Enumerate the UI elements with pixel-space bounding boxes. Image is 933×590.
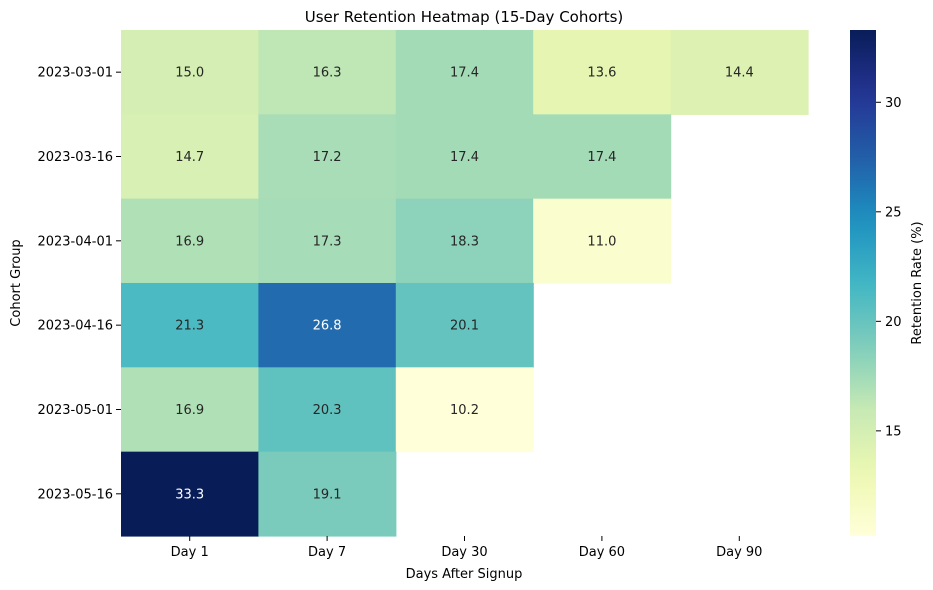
colorbar-tick-label: 25	[885, 205, 902, 220]
y-tick-label: 2023-04-01	[37, 234, 113, 249]
heatmap-cell	[258, 30, 397, 115]
heatmap-cell	[121, 198, 259, 284]
heatmap-cell	[121, 282, 259, 368]
cell-value-label: 14.7	[175, 150, 204, 165]
cell-value-label: 10.2	[450, 403, 479, 418]
cell-value-label: 11.0	[587, 234, 616, 249]
heatmap-cell	[121, 367, 259, 453]
cell-value-label: 26.8	[313, 319, 342, 334]
heatmap-cell	[121, 114, 259, 200]
cell-value-label: 14.4	[725, 66, 754, 81]
cell-annotations: 15.0 16.3 17.4 13.6 14.4 14.7 17.2 17.4 17.4 16.9…	[175, 66, 754, 503]
x-tick-label: Day 60	[579, 545, 625, 560]
heatmap-cell	[670, 30, 809, 115]
x-tick-label: Day 1	[171, 545, 209, 560]
cell-value-label: 17.3	[313, 234, 342, 249]
heatmap-cell	[258, 451, 397, 537]
heatmap-cell	[395, 282, 534, 368]
heatmap-cell	[258, 198, 397, 284]
y-tick-label: 2023-05-01	[37, 403, 113, 418]
colorbar: 15 20 25 30	[850, 30, 902, 536]
colorbar-tick-label: 15	[885, 424, 902, 439]
heatmap-cell	[533, 198, 672, 284]
x-axis-label: Days After Signup	[406, 567, 523, 582]
y-tick-label: 2023-03-16	[37, 150, 113, 165]
cell-value-label: 17.2	[313, 150, 342, 165]
cell-value-label: 15.0	[175, 66, 204, 81]
y-axis: 2023-03-01 2023-03-16 2023-04-01 2023-04-16…	[37, 66, 121, 502]
heatmap-cell	[395, 198, 534, 284]
heatmap-cell	[395, 114, 534, 200]
x-tick-label: Day 7	[308, 545, 346, 560]
x-axis: Day 1 Day 7 Day 30 Day 60 Day 90	[171, 535, 762, 560]
x-tick-label: Day 90	[716, 545, 762, 560]
cell-value-label: 17.4	[450, 66, 479, 81]
cell-value-label: 18.3	[450, 234, 479, 249]
heatmap-cell	[258, 282, 397, 368]
colorbar-gradient	[850, 30, 876, 536]
y-tick-label: 2023-04-16	[37, 319, 113, 334]
cell-value-label: 17.4	[450, 150, 479, 165]
y-tick-label: 2023-05-16	[37, 487, 113, 502]
cell-value-label: 21.3	[175, 319, 204, 334]
cell-value-label: 13.6	[587, 66, 616, 81]
colorbar-tick-label: 30	[885, 96, 902, 111]
cell-value-label: 19.1	[313, 487, 342, 502]
heatmap-cell	[258, 367, 397, 453]
heatmap-cell	[395, 30, 534, 115]
colorbar-label: Retention Rate (%)	[910, 221, 925, 344]
colorbar-tick-label: 20	[885, 315, 902, 330]
heatmap-cell	[533, 30, 672, 115]
heatmap-cell	[395, 367, 534, 453]
cell-value-label: 16.9	[175, 234, 204, 249]
heatmap-cell	[121, 451, 259, 537]
cell-value-label: 33.3	[175, 487, 204, 502]
y-tick-label: 2023-03-01	[37, 66, 113, 81]
cell-value-label: 16.3	[313, 66, 342, 81]
chart-title: User Retention Heatmap (15-Day Cohorts)	[305, 8, 624, 26]
x-tick-label: Day 30	[441, 545, 487, 560]
heatmap-cell	[121, 30, 259, 115]
heatmap-cell	[533, 114, 672, 200]
cell-value-label: 20.3	[313, 403, 342, 418]
heatmap-cells	[121, 30, 809, 537]
cell-value-label: 20.1	[450, 319, 479, 334]
cell-value-label: 17.4	[587, 150, 616, 165]
y-axis-label: Cohort Group	[9, 239, 24, 326]
heatmap-cell	[258, 114, 397, 200]
cell-value-label: 16.9	[175, 403, 204, 418]
